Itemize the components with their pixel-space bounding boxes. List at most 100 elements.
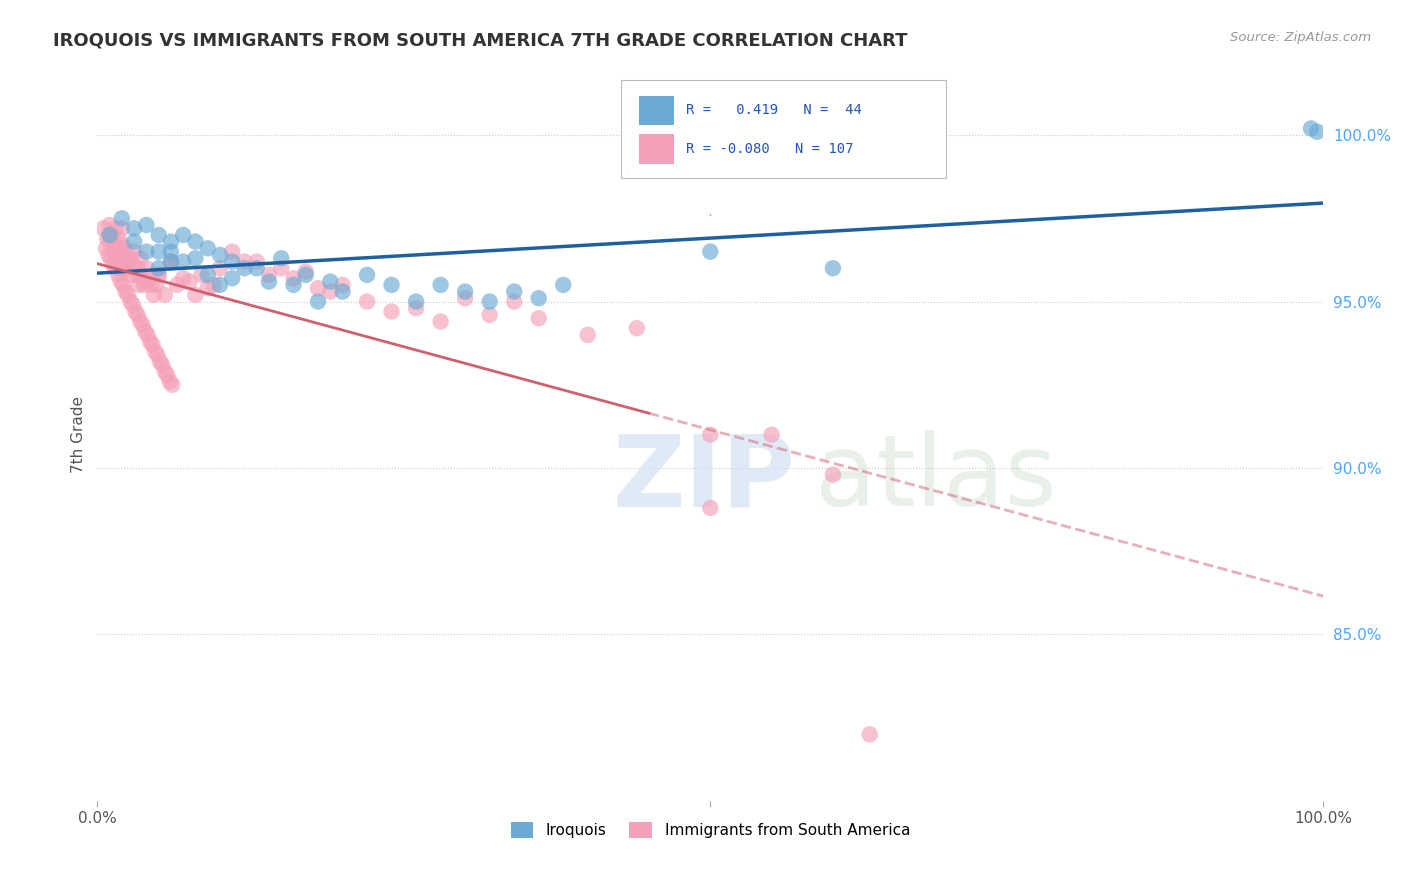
Point: [553, 277, 575, 292]
Point: [122, 261, 145, 276]
Point: [132, 277, 155, 292]
Point: [405, 301, 427, 316]
Point: [160, 377, 183, 392]
Text: ZIP: ZIP: [612, 430, 796, 527]
FancyBboxPatch shape: [621, 79, 946, 178]
Point: [246, 254, 269, 268]
Bar: [640, 95, 673, 125]
Text: R = -0.080   N = 107: R = -0.080 N = 107: [686, 142, 853, 156]
Point: [332, 285, 354, 299]
Point: [111, 221, 134, 235]
Point: [111, 254, 134, 268]
Point: [101, 227, 124, 242]
Point: [257, 275, 280, 289]
Point: [160, 235, 183, 249]
Point: [527, 311, 550, 326]
Point: [108, 241, 131, 255]
Point: [112, 277, 135, 292]
Point: [97, 248, 120, 262]
Point: [332, 277, 354, 292]
Point: [221, 271, 243, 285]
Point: [319, 285, 342, 299]
Point: [149, 354, 172, 368]
Point: [148, 268, 170, 282]
Text: atlas: atlas: [814, 430, 1056, 527]
Point: [307, 281, 329, 295]
Point: [153, 364, 176, 378]
Point: [761, 427, 783, 442]
Point: [160, 254, 183, 268]
Point: [184, 288, 207, 302]
Point: [454, 291, 477, 305]
Point: [122, 298, 145, 312]
Point: [166, 277, 188, 292]
Point: [148, 268, 170, 282]
Point: [111, 211, 134, 226]
Point: [142, 288, 165, 302]
Point: [128, 277, 150, 292]
Legend: Iroquois, Immigrants from South America: Iroquois, Immigrants from South America: [505, 816, 917, 845]
Point: [381, 277, 404, 292]
Point: [156, 368, 179, 382]
Point: [115, 252, 138, 266]
Point: [93, 221, 115, 235]
Point: [859, 727, 882, 741]
Point: [179, 275, 201, 289]
Point: [131, 268, 153, 282]
Point: [134, 325, 156, 339]
Point: [283, 277, 305, 292]
Point: [202, 277, 225, 292]
Point: [150, 358, 173, 372]
Point: [139, 334, 162, 349]
Point: [98, 227, 121, 242]
Point: [270, 261, 292, 276]
Point: [699, 427, 721, 442]
Point: [94, 241, 117, 255]
Point: [405, 294, 427, 309]
Point: [148, 261, 170, 276]
Point: [197, 268, 219, 282]
Point: [110, 261, 132, 276]
Point: [141, 338, 163, 352]
Point: [107, 231, 129, 245]
Point: [429, 314, 451, 328]
Point: [190, 268, 212, 282]
Point: [148, 227, 170, 242]
Point: [136, 327, 159, 342]
Point: [104, 261, 127, 276]
Point: [124, 304, 146, 318]
Point: [257, 268, 280, 282]
Point: [98, 235, 121, 249]
Point: [356, 268, 378, 282]
Point: [121, 252, 143, 266]
Point: [197, 281, 219, 295]
Point: [148, 244, 170, 259]
Point: [120, 268, 142, 282]
Point: [135, 218, 157, 232]
Point: [197, 241, 219, 255]
Point: [319, 275, 342, 289]
Point: [159, 375, 181, 389]
Point: [145, 277, 167, 292]
Point: [1306, 125, 1329, 139]
Point: [138, 271, 160, 285]
Point: [125, 268, 148, 282]
Point: [246, 261, 269, 276]
Point: [112, 241, 135, 255]
Point: [478, 294, 501, 309]
Point: [294, 268, 316, 282]
Point: [172, 271, 194, 285]
Point: [160, 254, 183, 268]
Point: [104, 252, 127, 266]
Point: [129, 314, 152, 328]
Text: R =   0.419   N =  44: R = 0.419 N = 44: [686, 103, 862, 117]
Point: [626, 321, 648, 335]
Point: [454, 285, 477, 299]
Point: [503, 294, 526, 309]
Point: [503, 285, 526, 299]
Bar: [640, 135, 673, 164]
Point: [233, 261, 256, 276]
Point: [381, 304, 404, 318]
Point: [135, 275, 157, 289]
Point: [356, 294, 378, 309]
